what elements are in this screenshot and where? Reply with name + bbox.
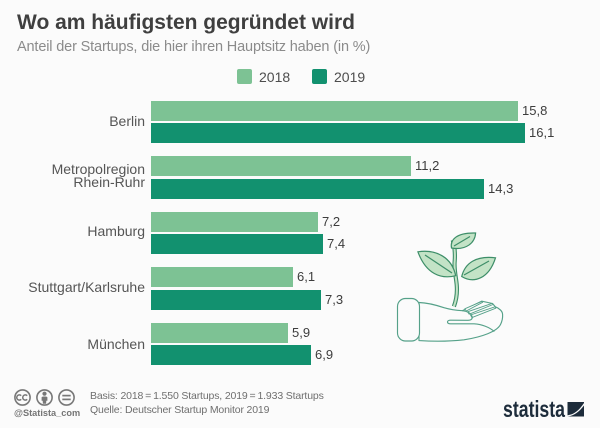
svg-text:statista: statista xyxy=(503,396,565,422)
